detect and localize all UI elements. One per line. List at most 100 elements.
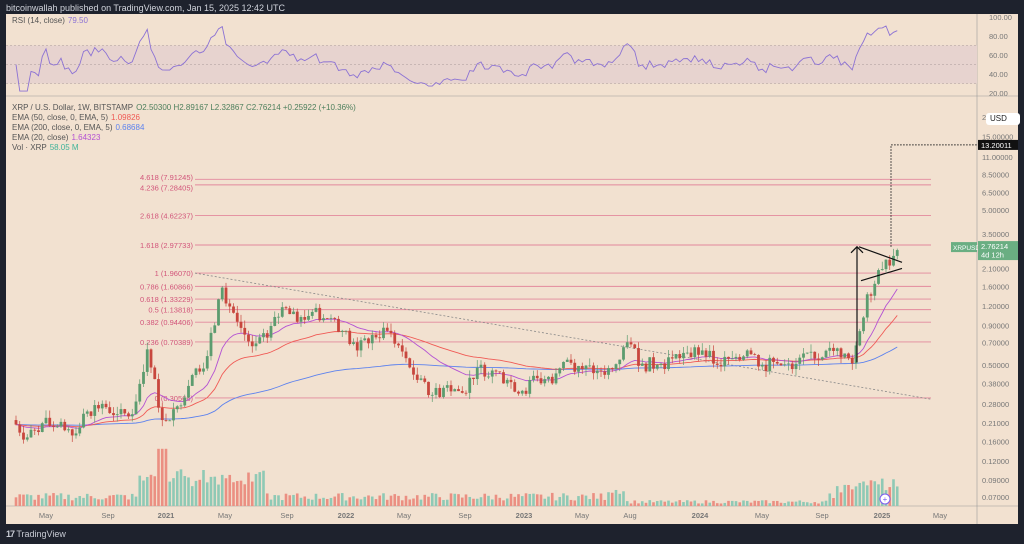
candle-body	[423, 378, 427, 382]
candle-body	[532, 375, 535, 380]
time-tick-label: May	[218, 511, 232, 520]
volume-bar	[164, 448, 168, 506]
volume-bar	[562, 493, 565, 506]
volume-bar	[415, 495, 419, 506]
candle	[33, 427, 37, 435]
volume-bar	[355, 498, 359, 506]
candle	[513, 379, 517, 393]
candle-body	[535, 375, 539, 379]
candle	[25, 434, 29, 442]
volume-bar	[472, 498, 475, 506]
price-chart[interactable]: 100.0080.0060.0040.0020.0020.0000015.000…	[6, 14, 1018, 524]
volume-bar	[138, 475, 142, 506]
candle-body	[479, 364, 483, 368]
volume-bar	[453, 493, 457, 506]
candle	[48, 410, 52, 427]
candle-body	[164, 420, 168, 421]
candle-body	[652, 357, 655, 369]
candle	[187, 379, 190, 399]
volume-bar	[55, 495, 59, 506]
candle-body	[348, 330, 352, 344]
candle-body	[378, 337, 382, 339]
volume-bar	[89, 496, 93, 506]
candle	[745, 349, 749, 359]
volume-bar	[314, 493, 318, 506]
chart-panel[interactable]: 100.0080.0060.0040.0020.0020.0000015.000…	[6, 14, 1020, 524]
volume-bar	[288, 495, 292, 506]
volume-bar	[427, 496, 430, 506]
volume-bar	[869, 480, 873, 506]
volume-bar	[809, 503, 813, 506]
candle	[59, 418, 63, 429]
volume-bar	[764, 500, 768, 506]
candle	[438, 384, 442, 399]
scroll-to-realtime-icon[interactable]	[879, 493, 891, 505]
candle	[588, 358, 592, 368]
price-tick-label: 3.50000	[982, 230, 1009, 239]
volume-bar	[389, 495, 393, 506]
candle-body	[468, 377, 472, 393]
volume-bar	[33, 499, 37, 506]
volume-bar	[760, 500, 764, 506]
candle-body	[873, 283, 877, 296]
candle	[749, 347, 753, 355]
volume-bar	[652, 502, 655, 506]
candle-body	[243, 327, 247, 335]
volume-bar	[67, 494, 70, 506]
candle-body	[704, 350, 708, 357]
candle	[779, 363, 783, 367]
candle	[880, 261, 884, 271]
candle	[719, 358, 723, 372]
candle-body	[314, 307, 318, 312]
volume-bar	[712, 500, 715, 506]
candle-body	[453, 389, 457, 392]
volume-bar	[157, 448, 160, 506]
price-tick-label: 2.10000	[982, 264, 1009, 273]
volume-bar	[805, 502, 809, 506]
candle-body	[820, 357, 824, 360]
currency-button[interactable]: USD	[986, 113, 1020, 125]
brand-name: TradingView	[16, 529, 66, 539]
candle	[730, 350, 734, 360]
candle-body	[438, 387, 442, 397]
tradingview-logo: 17 TradingView	[6, 529, 66, 539]
candle	[457, 385, 460, 392]
candle-body	[734, 356, 738, 359]
candle-body	[505, 379, 509, 384]
volume-bar	[190, 486, 194, 506]
candle	[629, 337, 633, 348]
candle-body	[865, 294, 869, 318]
volume-bar	[479, 497, 483, 506]
ema20-label[interactable]: EMA (20, close)	[12, 133, 69, 142]
candle	[382, 322, 385, 341]
volume-bar	[172, 478, 175, 506]
volume-bar	[655, 501, 659, 506]
candle-body	[794, 363, 798, 370]
volume-bar	[738, 502, 742, 506]
candle	[183, 394, 187, 408]
candle	[753, 352, 757, 356]
candle-body	[802, 353, 805, 358]
candle-body	[329, 317, 333, 319]
candle-body	[277, 316, 280, 318]
fib-label: 1 (1.96070)	[155, 269, 194, 278]
candle	[577, 365, 580, 378]
price-tick-label: 0.12000	[982, 457, 1009, 466]
candle-body	[490, 370, 494, 377]
volume-bar	[599, 493, 603, 506]
candle-body	[265, 333, 269, 338]
ema200-label[interactable]: EMA (200, close, 0, EMA, 5)	[12, 123, 113, 132]
rsi-legend: RSI (14, close) 79.50	[12, 16, 88, 25]
price-tick-label: 0.38000	[982, 379, 1009, 388]
volume-bar	[228, 474, 232, 506]
candle	[307, 309, 310, 321]
candle-body	[262, 333, 265, 338]
candle-body	[547, 376, 550, 380]
ema50-label[interactable]: EMA (50, close, 0, EMA, 5)	[12, 113, 109, 122]
candle-body	[498, 371, 502, 373]
volume-bar	[817, 503, 820, 506]
candle-body	[670, 357, 674, 359]
volume-label[interactable]: Vol · XRP	[12, 143, 47, 152]
candle	[618, 359, 622, 372]
symbol-name[interactable]: XRP / U.S. Dollar, 1W, BITSTAMP	[12, 103, 134, 112]
